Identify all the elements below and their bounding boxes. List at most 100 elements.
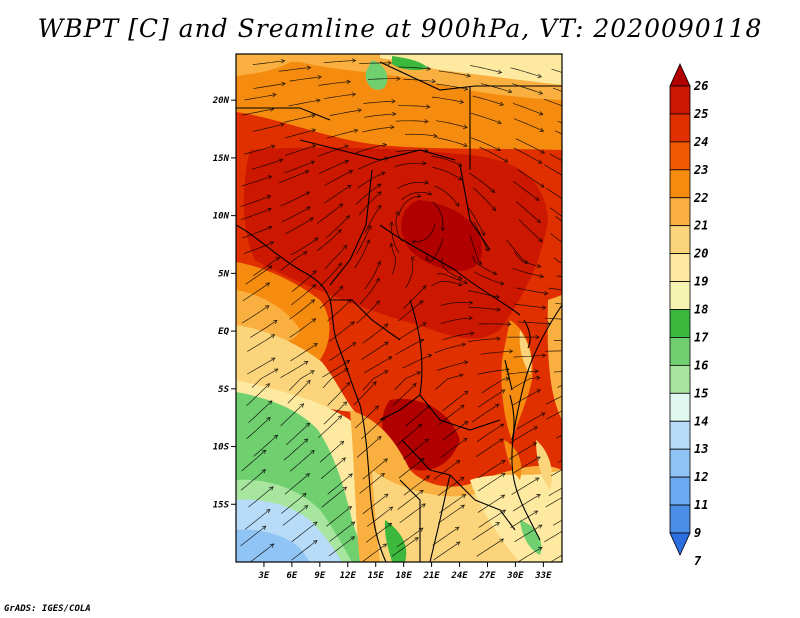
streamline: [543, 98, 562, 107]
streamline-arrow: [540, 412, 546, 417]
streamline: [511, 83, 543, 95]
streamline: [509, 426, 538, 444]
streamline: [395, 339, 424, 355]
streamline-arrow: [377, 435, 382, 441]
streamline-arrow: [348, 170, 354, 175]
streamline-arrow: [508, 349, 514, 354]
streamline-arrow: [583, 131, 587, 135]
streamline: [399, 503, 426, 524]
streamline-arrow: [507, 89, 513, 94]
streamline: [282, 505, 309, 526]
lon-tick-label: 18E: [396, 571, 413, 581]
streamline: [247, 334, 275, 352]
streamline: [402, 354, 432, 369]
lat-tick-label: 10S: [213, 443, 230, 453]
streamline-arrow: [421, 503, 426, 508]
streamline-arrow: [574, 349, 578, 353]
streamline: [478, 323, 511, 325]
streamline: [367, 78, 400, 80]
colorbar-swatch: [669, 141, 691, 171]
streamline: [480, 350, 513, 355]
streamline: [391, 222, 400, 253]
streamline-arrow: [313, 342, 318, 348]
streamline: [364, 261, 381, 290]
streamline: [468, 207, 485, 236]
colorbar-label: 7: [694, 554, 702, 568]
streamline: [240, 195, 271, 207]
streamline-arrow: [310, 370, 315, 375]
streamline-arrow: [387, 522, 393, 527]
streamline-arrow: [350, 536, 355, 541]
streamline-arrow: [302, 251, 308, 256]
streamline-arrow: [265, 383, 271, 388]
streamline: [476, 423, 504, 442]
streamline-arrow: [499, 281, 505, 286]
streamline: [241, 449, 267, 472]
streamline-arrow: [342, 486, 348, 491]
streamline-arrow: [459, 99, 465, 104]
streamline-arrow: [310, 160, 316, 165]
streamline-arrow: [533, 510, 539, 515]
streamline: [436, 83, 468, 90]
streamline: [291, 270, 317, 292]
streamline: [362, 458, 388, 480]
streamline: [317, 145, 349, 157]
streamline-arrow: [462, 437, 468, 443]
streamline: [403, 438, 429, 460]
colorbar-swatch: [669, 420, 691, 450]
streamline-arrow: [461, 342, 467, 347]
grads-credit: GrADS: IGES/COLA: [4, 604, 91, 614]
streamline: [394, 371, 421, 391]
colorbar-label: 21: [693, 219, 708, 233]
streamline-arrow: [579, 96, 583, 100]
longitude-axis: 3E 6E 9E 12E 15E 18E 21E 24E 27E 30E 33E: [258, 562, 552, 581]
streamline-arrow: [412, 382, 417, 388]
streamline: [252, 159, 283, 170]
streamline: [513, 118, 544, 132]
streamline: [278, 170, 309, 184]
streamline-arrow: [344, 368, 349, 373]
streamline-arrow: [582, 368, 586, 372]
streamline-arrow: [578, 76, 582, 80]
streamline: [435, 120, 468, 129]
streamline-arrow: [539, 273, 545, 279]
streamline-arrow: [299, 403, 305, 408]
colorbar-label: 24: [693, 135, 708, 149]
streamline: [395, 120, 429, 123]
streamline-arrow: [346, 79, 352, 85]
streamline-arrow: [458, 281, 463, 287]
streamline-arrow: [578, 231, 582, 235]
lon-tick-label: 9E: [314, 571, 325, 581]
streamline: [442, 390, 469, 411]
streamline: [472, 404, 500, 423]
streamline: [552, 519, 562, 526]
streamline: [432, 201, 444, 231]
streamline: [436, 361, 468, 371]
streamline-arrow: [577, 509, 581, 512]
lon-tick-label: 3E: [258, 571, 270, 581]
streamline-arrow: [457, 275, 463, 280]
streamline: [287, 380, 311, 404]
streamline-arrow: [314, 237, 319, 242]
streamline: [281, 206, 311, 223]
streamline: [326, 215, 350, 238]
streamline-arrow: [391, 98, 396, 104]
streamline: [511, 477, 540, 495]
streamline-arrow: [440, 226, 446, 232]
streamline-arrow: [534, 196, 540, 201]
streamline-arrow: [422, 285, 427, 290]
streamline-arrow: [496, 147, 501, 152]
streamline-arrow: [569, 202, 573, 206]
streamline: [362, 323, 389, 344]
streamline: [241, 175, 272, 187]
streamline-arrow: [538, 111, 544, 116]
streamline: [359, 473, 385, 494]
streamline-arrow: [494, 403, 500, 408]
lat-tick-label: 15N: [213, 154, 230, 164]
colorbar-swatch: [669, 169, 691, 199]
streamline-arrow: [310, 299, 316, 304]
streamline: [241, 305, 270, 324]
streamline-arrow: [357, 108, 363, 113]
streamline: [281, 493, 307, 514]
streamline: [554, 371, 562, 373]
